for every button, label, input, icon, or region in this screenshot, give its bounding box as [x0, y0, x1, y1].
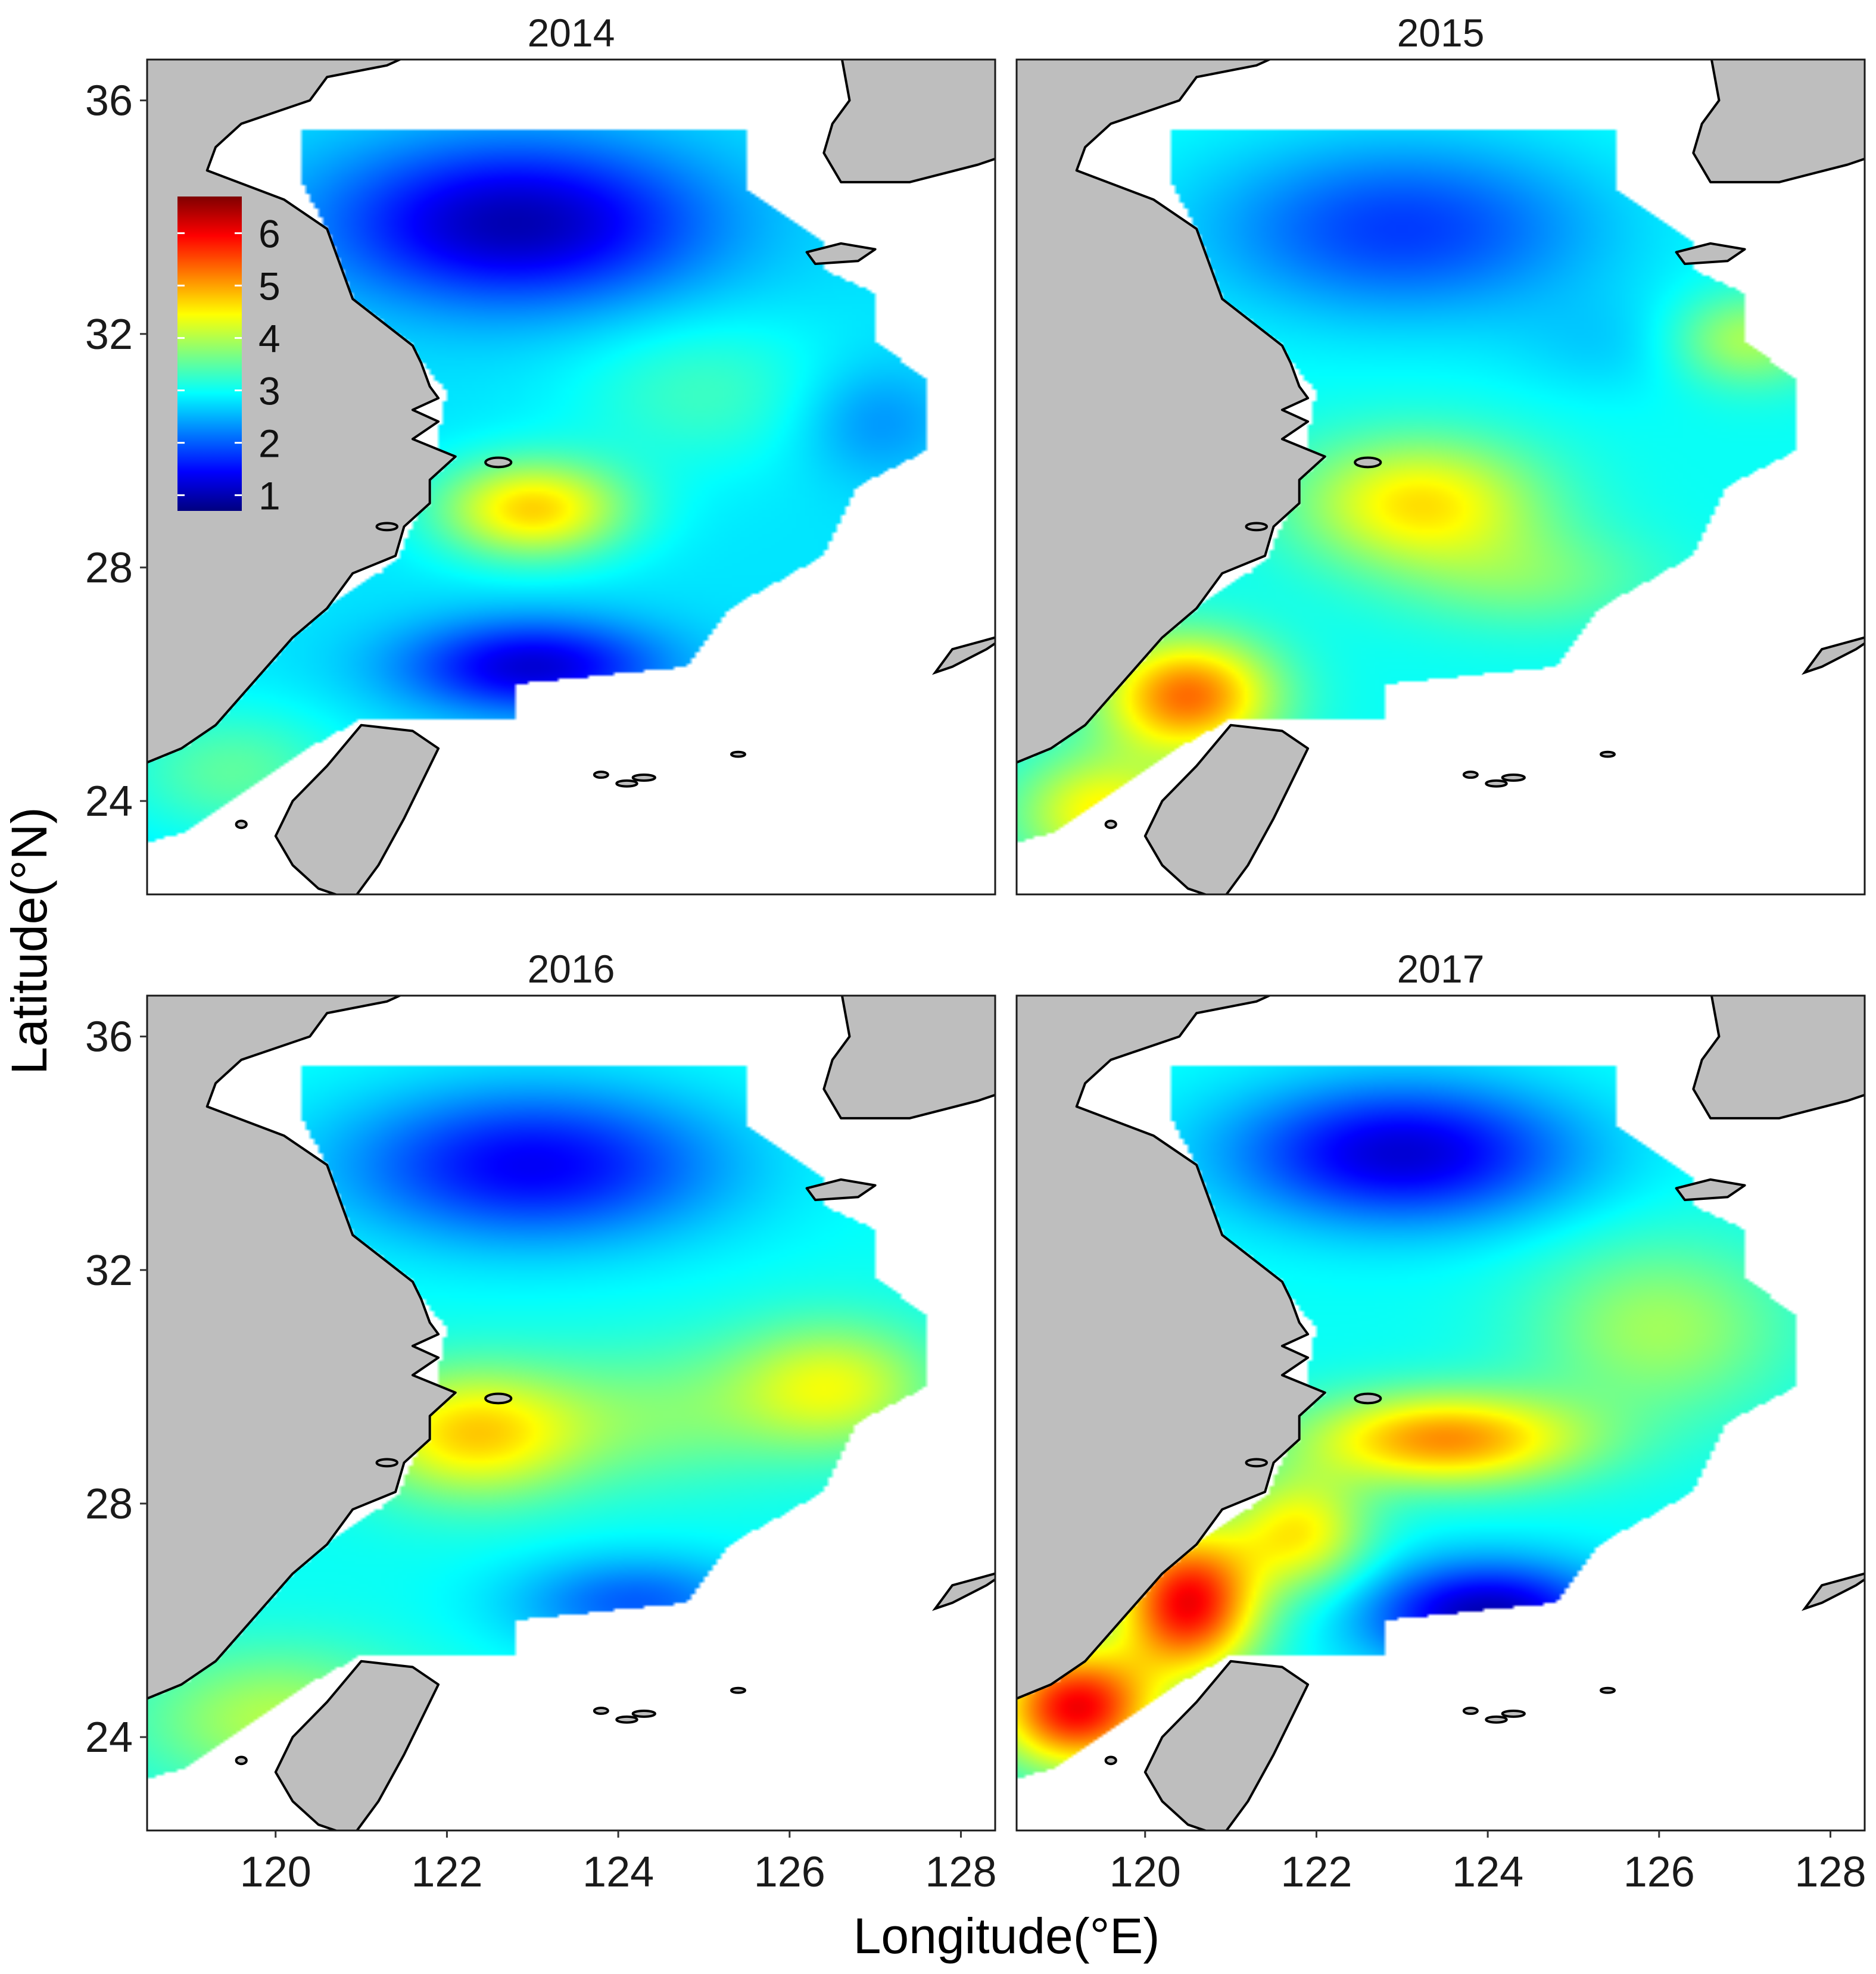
x-axis-label: Longitude(°E) [853, 1908, 1160, 1964]
ryukyu-island [1801, 635, 1865, 675]
x-tick-label: 120 [1110, 1848, 1181, 1896]
panel-frame [1015, 994, 1866, 1832]
legend-label: 4 [258, 317, 281, 361]
panel-frame [146, 58, 996, 896]
islet [730, 1686, 746, 1694]
x-tick-label: 126 [754, 1848, 825, 1896]
islet [1485, 1715, 1508, 1724]
mainland-coast [147, 996, 457, 1700]
panel-title: 2016 [528, 947, 615, 991]
islet [1462, 771, 1479, 779]
islet [1354, 456, 1382, 469]
panel-2015: 2015 [1015, 11, 1866, 896]
x-tick-label: 124 [1452, 1848, 1523, 1896]
mainland-coast [1017, 60, 1326, 764]
y-axis-label: Latitude(°N) [1, 807, 57, 1074]
islet [235, 1755, 248, 1766]
islet [1485, 779, 1508, 788]
axes: Longitude(°E) Latitude(°N) [1, 807, 1160, 1964]
ryukyu-island [931, 635, 995, 675]
land-layer [147, 996, 995, 1830]
islet [235, 819, 248, 829]
legend-label: 5 [258, 264, 281, 308]
jeju-island [805, 1178, 877, 1202]
islet [593, 1707, 609, 1715]
y-tick-label: 24 [85, 1714, 133, 1761]
colorbar-legend: 1 2 3 4 5 6 [177, 197, 281, 518]
x-tick-label: 124 [582, 1848, 654, 1896]
islet [631, 774, 656, 782]
panel-frame [146, 994, 996, 1832]
y-tick-label: 32 [85, 1247, 133, 1295]
legend-label: 3 [258, 369, 281, 413]
islet [1501, 1710, 1526, 1718]
islet [1104, 1755, 1117, 1766]
taiwan-island [274, 724, 440, 894]
panel-title: 2015 [1397, 11, 1485, 55]
islet [615, 1715, 638, 1724]
islet [484, 1392, 513, 1405]
legend-label: 1 [258, 474, 281, 518]
panel-frame [1015, 58, 1866, 896]
islet [1501, 774, 1526, 782]
panel-title: 2017 [1397, 947, 1485, 991]
islet [375, 522, 399, 532]
islet [1599, 1686, 1616, 1694]
ryukyu-island [1801, 1571, 1865, 1611]
y-tick-label: 28 [85, 544, 133, 592]
y-tick-label: 36 [85, 1013, 133, 1061]
islet [1462, 1707, 1479, 1715]
panel-2017: 2017 120 122 124 126 128 [1015, 947, 1866, 1896]
jeju-island [805, 242, 877, 266]
korea-coast [1692, 996, 1865, 1119]
land-layer [1017, 60, 1865, 894]
islet [1354, 1392, 1382, 1405]
panel-title: 2014 [528, 11, 615, 55]
islet [593, 771, 609, 779]
panel-2016: 2016 24 28 32 36 120 122 124 126 128 [85, 947, 997, 1896]
taiwan-island [1143, 1660, 1310, 1830]
islet [375, 1458, 399, 1468]
x-tick-label: 128 [1794, 1848, 1866, 1896]
jeju-island [1675, 1178, 1746, 1202]
korea-coast [822, 60, 995, 183]
jeju-island [1675, 242, 1746, 266]
islet [631, 1710, 656, 1718]
korea-coast [822, 996, 995, 1119]
taiwan-island [1143, 724, 1310, 894]
x-tick-label: 122 [1280, 1848, 1352, 1896]
korea-coast [1692, 60, 1865, 183]
x-tick-label: 128 [925, 1848, 996, 1896]
islet [1104, 819, 1117, 829]
islet [1245, 1458, 1269, 1468]
islet [484, 456, 513, 469]
y-tick-label: 36 [85, 77, 133, 125]
y-tick-label: 28 [85, 1480, 133, 1528]
legend-label: 2 [258, 422, 281, 466]
islet [615, 779, 638, 788]
x-tick-label: 126 [1623, 1848, 1695, 1896]
x-tick-label: 122 [411, 1848, 482, 1896]
legend-label: 6 [258, 212, 281, 256]
land-layer [1017, 996, 1865, 1830]
ryukyu-island [931, 1571, 995, 1611]
taiwan-island [274, 1660, 440, 1830]
y-tick-label: 24 [85, 778, 133, 825]
islet [730, 750, 746, 758]
colorbar [177, 197, 242, 511]
islet [1599, 750, 1616, 758]
mainland-coast [1017, 996, 1326, 1700]
x-tick-label: 120 [240, 1848, 311, 1896]
y-tick-label: 32 [85, 311, 133, 358]
islet [1245, 522, 1269, 532]
